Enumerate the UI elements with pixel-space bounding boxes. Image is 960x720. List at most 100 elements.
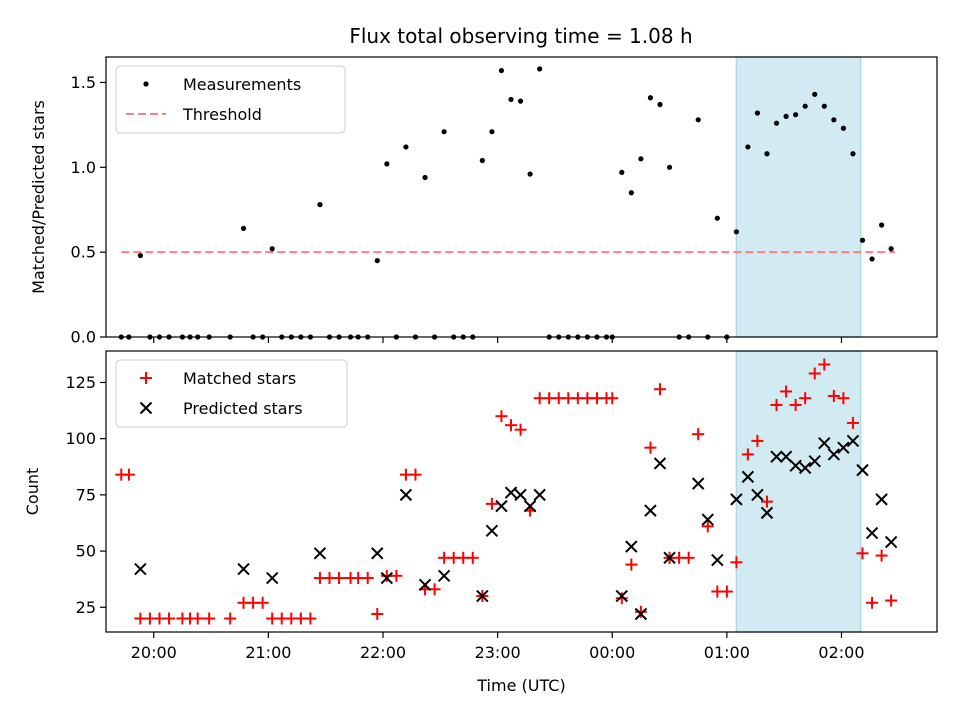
series-matched-stars (115, 358, 898, 625)
measurement-point (137, 252, 143, 259)
legend-label: Threshold (182, 105, 262, 124)
predicted-stars-point (653, 457, 667, 470)
matched-stars-point (780, 385, 793, 398)
predicted-stars-point (846, 434, 860, 448)
predicted-stars-point (837, 441, 850, 454)
predicted-stars-point (237, 562, 250, 576)
predicted-stars-point (495, 499, 508, 513)
measurement-point (517, 98, 524, 104)
y-axis-label: Matched/Predicted stars (29, 100, 48, 294)
measurement-point (859, 237, 866, 243)
matched-stars-point (256, 596, 269, 609)
predicted-stars-point (533, 488, 546, 502)
measurement-point (773, 120, 780, 126)
y-tick-label: 25 (76, 598, 96, 617)
predicted-stars-point (808, 454, 821, 468)
legend-label: Predicted stars (183, 399, 303, 418)
measurement-point (879, 222, 885, 228)
matched-stars-point (875, 549, 888, 562)
matched-stars-point (495, 410, 508, 423)
legend: Measurements Threshold (115, 65, 346, 134)
plot-frame (105, 350, 938, 633)
matched-stars-point (514, 423, 527, 436)
measurement-point (619, 169, 625, 175)
matched-stars-point (701, 520, 714, 533)
measurement-point (638, 156, 644, 162)
matched-stars-point (606, 392, 619, 405)
matched-stars-point (846, 416, 859, 429)
measurement-point (527, 171, 533, 177)
predicted-stars-point (514, 488, 527, 502)
matched-stars-point (808, 367, 821, 380)
x-tick-label: 00:00 (589, 643, 635, 662)
legend-box (115, 65, 346, 134)
measurement-point (508, 96, 514, 103)
predicted-stars-point (371, 547, 384, 560)
measurement-point (384, 161, 390, 167)
legend-box (115, 359, 348, 428)
matched-stars-point (751, 434, 764, 447)
x-tick-label: 21:00 (245, 643, 291, 662)
y-tick-label: 100 (65, 429, 96, 448)
matched-stars-point (760, 495, 773, 508)
observing-window-shade (735, 56, 862, 338)
predicted-stars-point (798, 461, 812, 475)
matched-stars-point (203, 612, 216, 625)
predicted-stars-point (730, 493, 743, 506)
matched-stars-point (625, 558, 638, 571)
matched-stars-point (720, 585, 733, 598)
matched-stars-point (818, 358, 831, 371)
measurement-point (647, 95, 654, 101)
matched-stars-point (191, 612, 204, 625)
x-tick-label: 20:00 (131, 643, 177, 662)
matched-stars-point (485, 497, 498, 510)
predicted-stars-point (856, 463, 869, 477)
predicted-stars-point (779, 450, 793, 463)
matched-stars-point (741, 448, 754, 461)
y-tick-label: 0.5 (71, 243, 96, 262)
plot-frame (105, 56, 938, 338)
matched-stars-point (390, 569, 403, 582)
y-axis-label: Count (23, 468, 42, 516)
bottom-panel: 25 50 75 100 125 20:00 21:00 22:00 23:00 00:00 01:… (23, 350, 938, 695)
predicted-stars-point (485, 524, 499, 538)
measurement-point (812, 91, 818, 97)
measurement-point (869, 256, 875, 262)
matched-stars-point (730, 556, 743, 569)
measurement-point (695, 117, 701, 123)
matched-stars-point (163, 612, 176, 625)
measurement-point (441, 129, 447, 135)
predicted-stars-point (818, 436, 831, 450)
y-tick-label: 0.0 (71, 328, 96, 347)
predicted-stars-point (789, 459, 802, 472)
predicted-stars-point (711, 553, 724, 567)
matched-stars-point (692, 428, 705, 441)
measurement-point (831, 117, 837, 123)
measurement-point (657, 101, 663, 108)
predicted-stars-point (634, 607, 648, 621)
measurement-point (850, 151, 856, 157)
matched-stars-point (644, 441, 657, 454)
matched-stars-point (333, 572, 346, 585)
measurement-point (489, 129, 495, 135)
matched-stars-point (789, 398, 802, 411)
legend-label: Matched stars (183, 369, 296, 388)
measurement-point (403, 144, 409, 150)
matched-stars-point (409, 468, 422, 481)
measurement-point (714, 215, 720, 221)
matched-stars-point (361, 572, 374, 585)
x-tick-label: 22:00 (360, 643, 406, 662)
measurement-point (374, 258, 380, 264)
chart-title: Flux total observing time = 1.08 h (349, 24, 692, 48)
y-tick-label: 1.0 (71, 158, 96, 177)
predicted-stars-point (691, 477, 705, 490)
matched-stars-point (885, 594, 898, 607)
x-tick-label: 01:00 (704, 643, 750, 662)
predicted-stars-point (701, 513, 714, 526)
measurement-point (821, 103, 827, 109)
series-predicted-stars (134, 434, 898, 621)
y-tick-label: 50 (76, 542, 96, 561)
measurement-point (422, 174, 428, 181)
matched-stars-point (615, 592, 628, 605)
y-tick-label: 125 (65, 373, 96, 392)
